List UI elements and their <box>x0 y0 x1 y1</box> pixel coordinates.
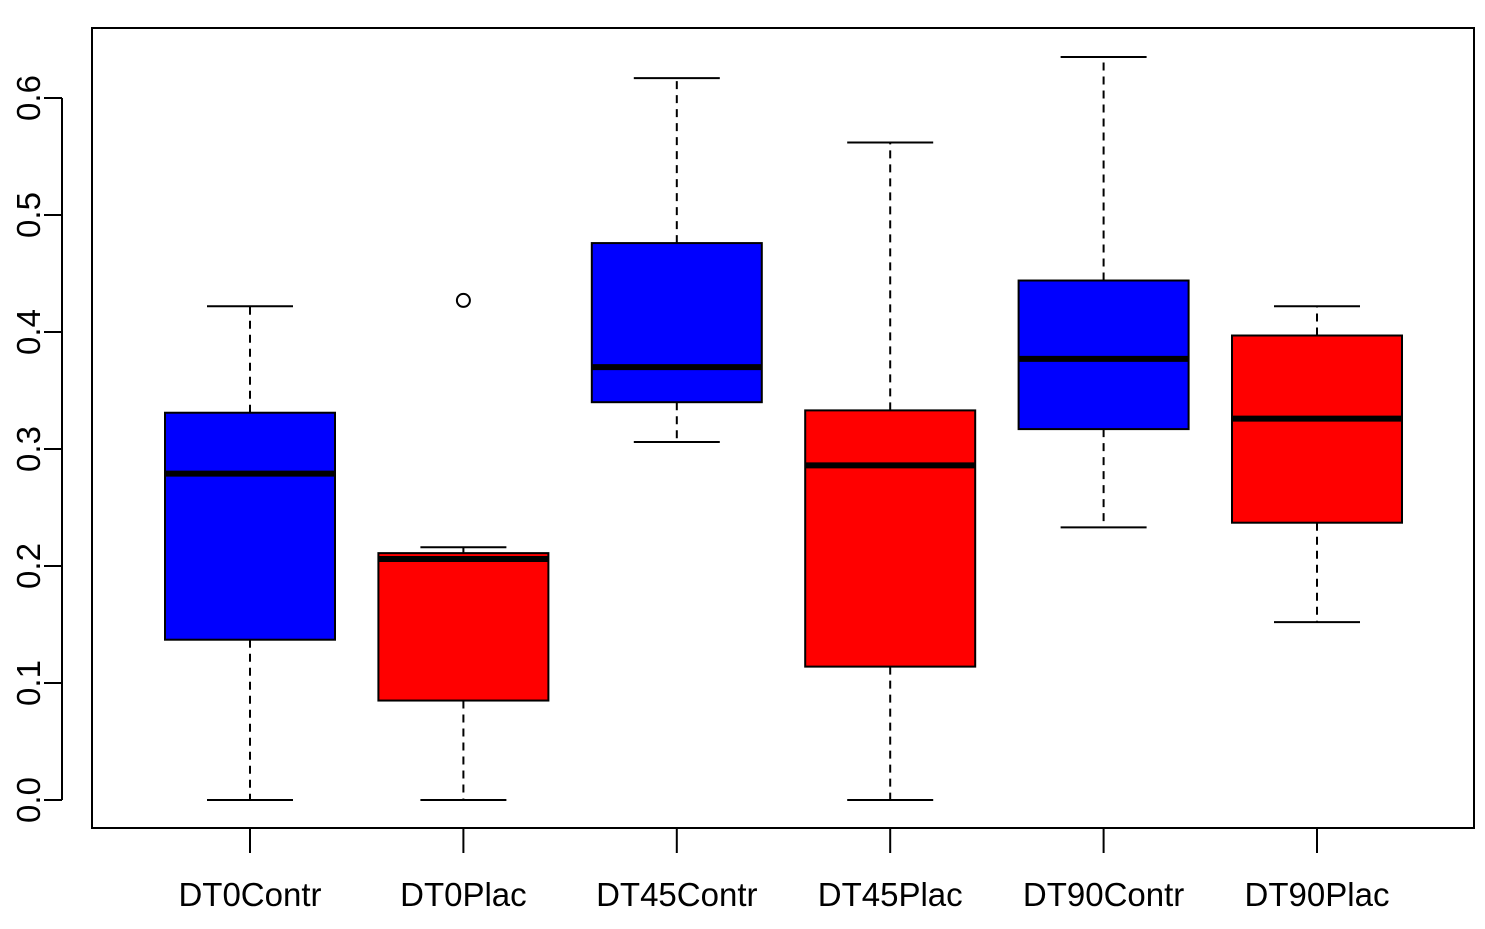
boxes-group <box>164 56 1403 801</box>
dt45plac-box <box>804 409 977 668</box>
y-tick-label-2: 0.2 <box>10 543 47 589</box>
y-tick-label-1: 0.1 <box>10 660 47 706</box>
dt90contr-box <box>1017 279 1190 431</box>
y-axis: 0.0 0.1 0.2 0.3 0.4 0.5 0.6 <box>10 75 63 823</box>
plot-frame <box>91 27 1475 829</box>
y-tick-label-0: 0.0 <box>10 777 47 823</box>
y-tick-label-4: 0.4 <box>10 309 47 355</box>
y-tick-label-5: 0.5 <box>10 192 47 238</box>
x-tick-label-0: DT0Contr <box>178 876 321 913</box>
y-tick-label-3: 0.3 <box>10 426 47 472</box>
dt90plac-box <box>1231 334 1403 524</box>
x-axis: DT0Contr DT0Plac DT45Contr DT45Plac DT90Cont… <box>178 828 1389 913</box>
dt0plac-box <box>377 552 550 702</box>
dt45contr-box <box>590 242 763 404</box>
y-tick-label-6: 0.6 <box>10 75 47 121</box>
x-tick-label-5: DT90Plac <box>1245 876 1390 913</box>
dt0plac-outlier-0 <box>455 292 471 308</box>
dt0contr-box <box>164 411 336 641</box>
x-tick-label-2: DT45Contr <box>596 876 757 913</box>
x-tick-label-3: DT45Plac <box>818 876 963 913</box>
x-tick-label-1: DT0Plac <box>400 876 527 913</box>
x-tick-label-4: DT90Contr <box>1023 876 1184 913</box>
